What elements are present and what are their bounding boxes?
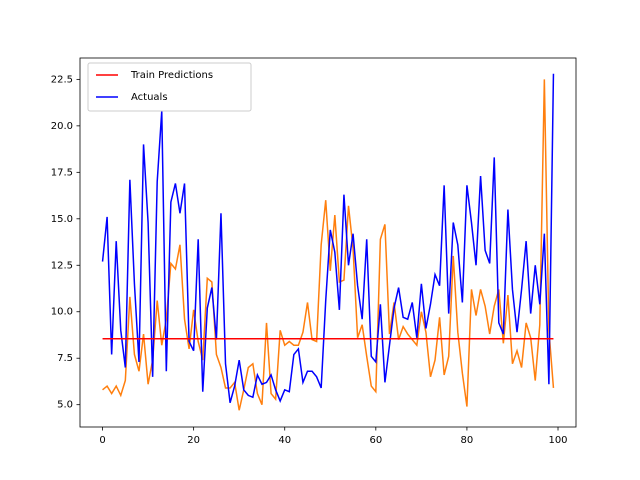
- plot-frame: [79, 57, 577, 428]
- series-line: [101, 73, 555, 404]
- y-tick-label: 20.0: [51, 121, 73, 132]
- series-line: [102, 79, 555, 411]
- y-tick-label: 7.5: [57, 353, 73, 364]
- legend-label: Train Predictions: [130, 70, 213, 81]
- x-tick-label: 100: [548, 435, 567, 446]
- x-tick-label: 20: [187, 435, 200, 446]
- y-tick-label: 15.0: [51, 214, 73, 225]
- x-tick-label: 60: [369, 435, 382, 446]
- y-tick-label: 10.0: [51, 307, 73, 318]
- y-tick-label: 17.5: [51, 167, 73, 178]
- y-tick-label: 22.5: [51, 74, 73, 85]
- y-tick-label: 12.5: [51, 260, 73, 271]
- x-tick-label: 80: [461, 435, 474, 446]
- y-tick-label: 5.0: [57, 400, 73, 411]
- x-tick-label: 0: [99, 435, 105, 446]
- legend-label: Actuals: [131, 92, 168, 103]
- x-tick-label: 40: [278, 435, 291, 446]
- legend-box: [87, 62, 252, 112]
- legend: Train Predictions Actuals: [87, 62, 252, 112]
